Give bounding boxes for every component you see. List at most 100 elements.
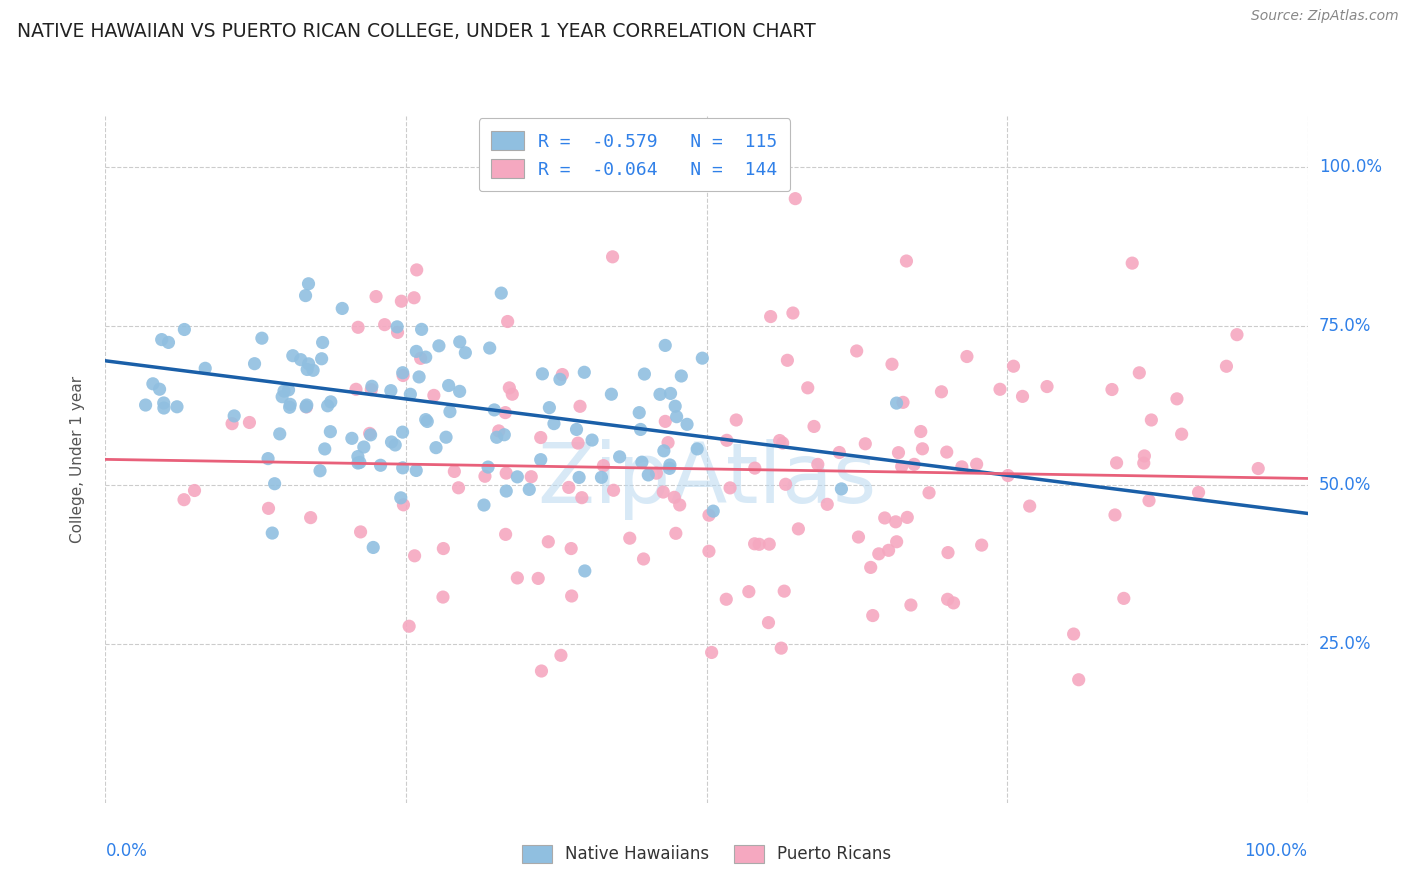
Point [384,438,406,452]
Point [600,387,623,401]
Point [389,491,412,505]
Point [1137,493,1160,508]
Point [548,372,571,386]
Point [652,443,675,458]
Point [862,608,884,623]
Point [277,383,299,397]
Point [538,401,561,415]
Point [911,442,934,456]
Point [631,455,654,469]
Point [1128,366,1150,380]
Point [295,400,318,414]
Y-axis label: College, Under 1 year: College, Under 1 year [70,376,84,543]
Point [166,400,188,414]
Point [399,387,422,401]
Point [619,531,641,545]
Point [718,481,741,495]
Point [830,482,852,496]
Point [314,442,336,456]
Point [887,445,910,459]
Point [484,403,506,417]
Point [278,401,301,415]
Point [309,464,332,478]
Point [567,436,589,450]
Point [654,414,676,428]
Point [405,263,427,277]
Point [561,589,583,603]
Point [506,571,529,585]
Point [828,445,851,459]
Point [302,363,325,377]
Point [896,254,918,268]
Point [443,465,465,479]
Point [273,384,295,398]
Point [439,404,461,418]
Point [353,440,375,454]
Point [340,431,363,445]
Point [361,541,384,555]
Point [425,441,447,455]
Point [571,491,593,505]
Text: 75.0%: 75.0% [1319,317,1371,334]
Point [221,417,243,431]
Point [498,381,520,395]
Point [775,477,797,491]
Point [364,289,387,303]
Point [474,469,496,483]
Point [496,314,519,328]
Point [359,426,381,441]
Point [664,399,686,413]
Point [1101,383,1123,397]
Point [645,466,668,480]
Point [262,526,284,541]
Point [1105,456,1128,470]
Point [602,483,624,498]
Point [415,412,437,426]
Point [295,362,318,376]
Point [1187,485,1209,500]
Point [257,451,280,466]
Point [398,619,420,633]
Point [389,294,412,309]
Point [918,485,941,500]
Point [1002,359,1025,374]
Point [349,455,371,469]
Point [142,376,165,391]
Point [148,382,170,396]
Point [491,286,513,301]
Point [392,498,415,512]
Point [558,480,581,494]
Point [574,564,596,578]
Point [574,365,596,379]
Point [250,331,273,345]
Point [360,428,382,442]
Point [224,409,246,423]
Point [271,390,294,404]
Point [936,592,959,607]
Point [568,470,591,484]
Point [319,425,342,439]
Point [361,379,384,393]
Point [1063,627,1085,641]
Point [349,524,371,539]
Point [1226,327,1249,342]
Point [1121,256,1143,270]
Point [380,435,402,450]
Point [427,339,450,353]
Point [495,527,517,541]
Point [1133,449,1156,463]
Point [769,434,792,448]
Point [654,338,676,352]
Point [374,318,396,332]
Point [633,552,655,566]
Point [263,476,285,491]
Text: 0.0%: 0.0% [105,842,148,860]
Point [716,592,738,607]
Point [569,400,592,414]
Point [454,345,477,359]
Point [658,461,681,475]
Point [501,387,523,401]
Point [1018,499,1040,513]
Point [495,484,517,499]
Point [380,384,402,398]
